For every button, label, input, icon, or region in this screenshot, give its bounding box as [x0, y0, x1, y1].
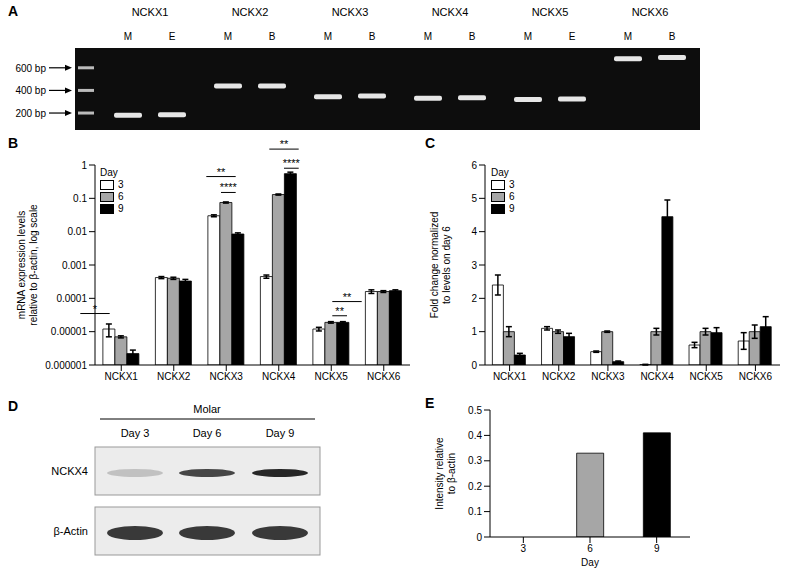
svg-text:M: M [524, 31, 532, 42]
svg-text:Day 9: Day 9 [266, 427, 295, 439]
svg-text:1: 1 [81, 160, 87, 171]
svg-text:NCKX2: NCKX2 [542, 371, 576, 382]
html-text:6: 6 [118, 191, 124, 202]
svg-text:NCKX2: NCKX2 [232, 6, 269, 18]
svg-text:3: 3 [521, 543, 527, 554]
svg-text:Day: Day [581, 557, 599, 568]
svg-text:0.01: 0.01 [68, 226, 88, 237]
svg-text:0: 0 [476, 532, 482, 543]
svg-text:5: 5 [471, 193, 477, 204]
svg-text:9: 9 [654, 543, 660, 554]
svg-text:0.4: 0.4 [468, 430, 482, 441]
svg-text:*: * [93, 303, 98, 315]
svg-text:β-Actin: β-Actin [54, 525, 88, 537]
svg-text:0.00001: 0.00001 [51, 326, 88, 337]
svg-text:2: 2 [471, 293, 477, 304]
svg-text:0.3: 0.3 [468, 455, 482, 466]
svg-text:NCKX4: NCKX4 [640, 371, 674, 382]
svg-text:1: 1 [471, 326, 477, 337]
svg-text:E: E [169, 31, 176, 42]
svg-text:E: E [569, 31, 576, 42]
html-text:B: B [8, 135, 19, 151]
svg-text:NCKX4: NCKX4 [262, 371, 296, 382]
svg-text:B: B [269, 31, 276, 42]
svg-text:Day 3: Day 3 [121, 427, 150, 439]
html-text:Day: Day [100, 167, 118, 178]
svg-text:0.001: 0.001 [62, 260, 87, 271]
svg-text:**: ** [343, 291, 352, 303]
html-text:3: 3 [509, 179, 515, 190]
svg-text:0.2: 0.2 [468, 481, 482, 492]
svg-text:M: M [424, 31, 432, 42]
svg-text:NCKX1: NCKX1 [493, 371, 527, 382]
svg-text:M: M [224, 31, 232, 42]
html-text:Day: Day [491, 167, 509, 178]
html-text:C: C [425, 135, 436, 151]
svg-text:****: **** [283, 157, 301, 169]
svg-text:Day 6: Day 6 [193, 427, 222, 439]
svg-text:NCKX5: NCKX5 [690, 371, 724, 382]
svg-text:B: B [669, 31, 676, 42]
svg-text:NCKX5: NCKX5 [315, 371, 349, 382]
svg-text:Fold change normalizedto level: Fold change normalizedto levels on day 6 [429, 212, 452, 319]
svg-text:NCKX3: NCKX3 [210, 371, 244, 382]
svg-text:M: M [124, 31, 132, 42]
svg-text:4: 4 [471, 226, 477, 237]
svg-text:6: 6 [587, 543, 593, 554]
svg-text:**: ** [280, 138, 289, 150]
svg-text:A: A [8, 3, 18, 19]
svg-text:NCKX3: NCKX3 [332, 6, 369, 18]
svg-text:**: ** [217, 166, 226, 178]
html-text:6: 6 [509, 191, 515, 202]
svg-text:NCKX2: NCKX2 [157, 371, 191, 382]
html-text:E: E [425, 395, 435, 411]
svg-text:NCKX4: NCKX4 [51, 465, 88, 477]
svg-text:**: ** [335, 305, 344, 317]
svg-text:Molar: Molar [193, 403, 221, 415]
svg-text:0.0001: 0.0001 [56, 293, 87, 304]
svg-text:400 bp: 400 bp [15, 85, 46, 96]
html-text:9: 9 [509, 203, 515, 214]
svg-text:mRNA expression levelsrelative: mRNA expression levelsrelative to β-acti… [16, 204, 39, 326]
svg-text:0.1: 0.1 [468, 506, 482, 517]
svg-text:NCKX1: NCKX1 [105, 371, 139, 382]
svg-text:0.5: 0.5 [468, 405, 482, 416]
svg-text:0: 0 [471, 360, 477, 371]
svg-text:NCKX6: NCKX6 [632, 6, 669, 18]
html-text:9: 9 [118, 203, 124, 214]
svg-text:NCKX6: NCKX6 [739, 371, 773, 382]
svg-text:M: M [324, 31, 332, 42]
svg-text:****: **** [220, 181, 238, 193]
svg-text:Intensity relativeto β-actin: Intensity relativeto β-actin [434, 437, 457, 510]
svg-text:M: M [624, 31, 632, 42]
svg-text:600 bp: 600 bp [15, 63, 46, 74]
svg-text:NCKX6: NCKX6 [367, 371, 401, 382]
svg-text:NCKX4: NCKX4 [432, 6, 469, 18]
svg-text:0.000001: 0.000001 [45, 360, 87, 371]
html-text:3: 3 [118, 179, 124, 190]
svg-text:D: D [8, 398, 18, 414]
svg-text:6: 6 [471, 160, 477, 171]
svg-text:3: 3 [471, 260, 477, 271]
svg-text:200 bp: 200 bp [15, 108, 46, 119]
svg-text:NCKX3: NCKX3 [591, 371, 625, 382]
svg-text:B: B [369, 31, 376, 42]
svg-text:B: B [469, 31, 476, 42]
svg-text:NCKX1: NCKX1 [132, 6, 169, 18]
svg-text:NCKX5: NCKX5 [532, 6, 569, 18]
svg-text:0.1: 0.1 [73, 193, 87, 204]
